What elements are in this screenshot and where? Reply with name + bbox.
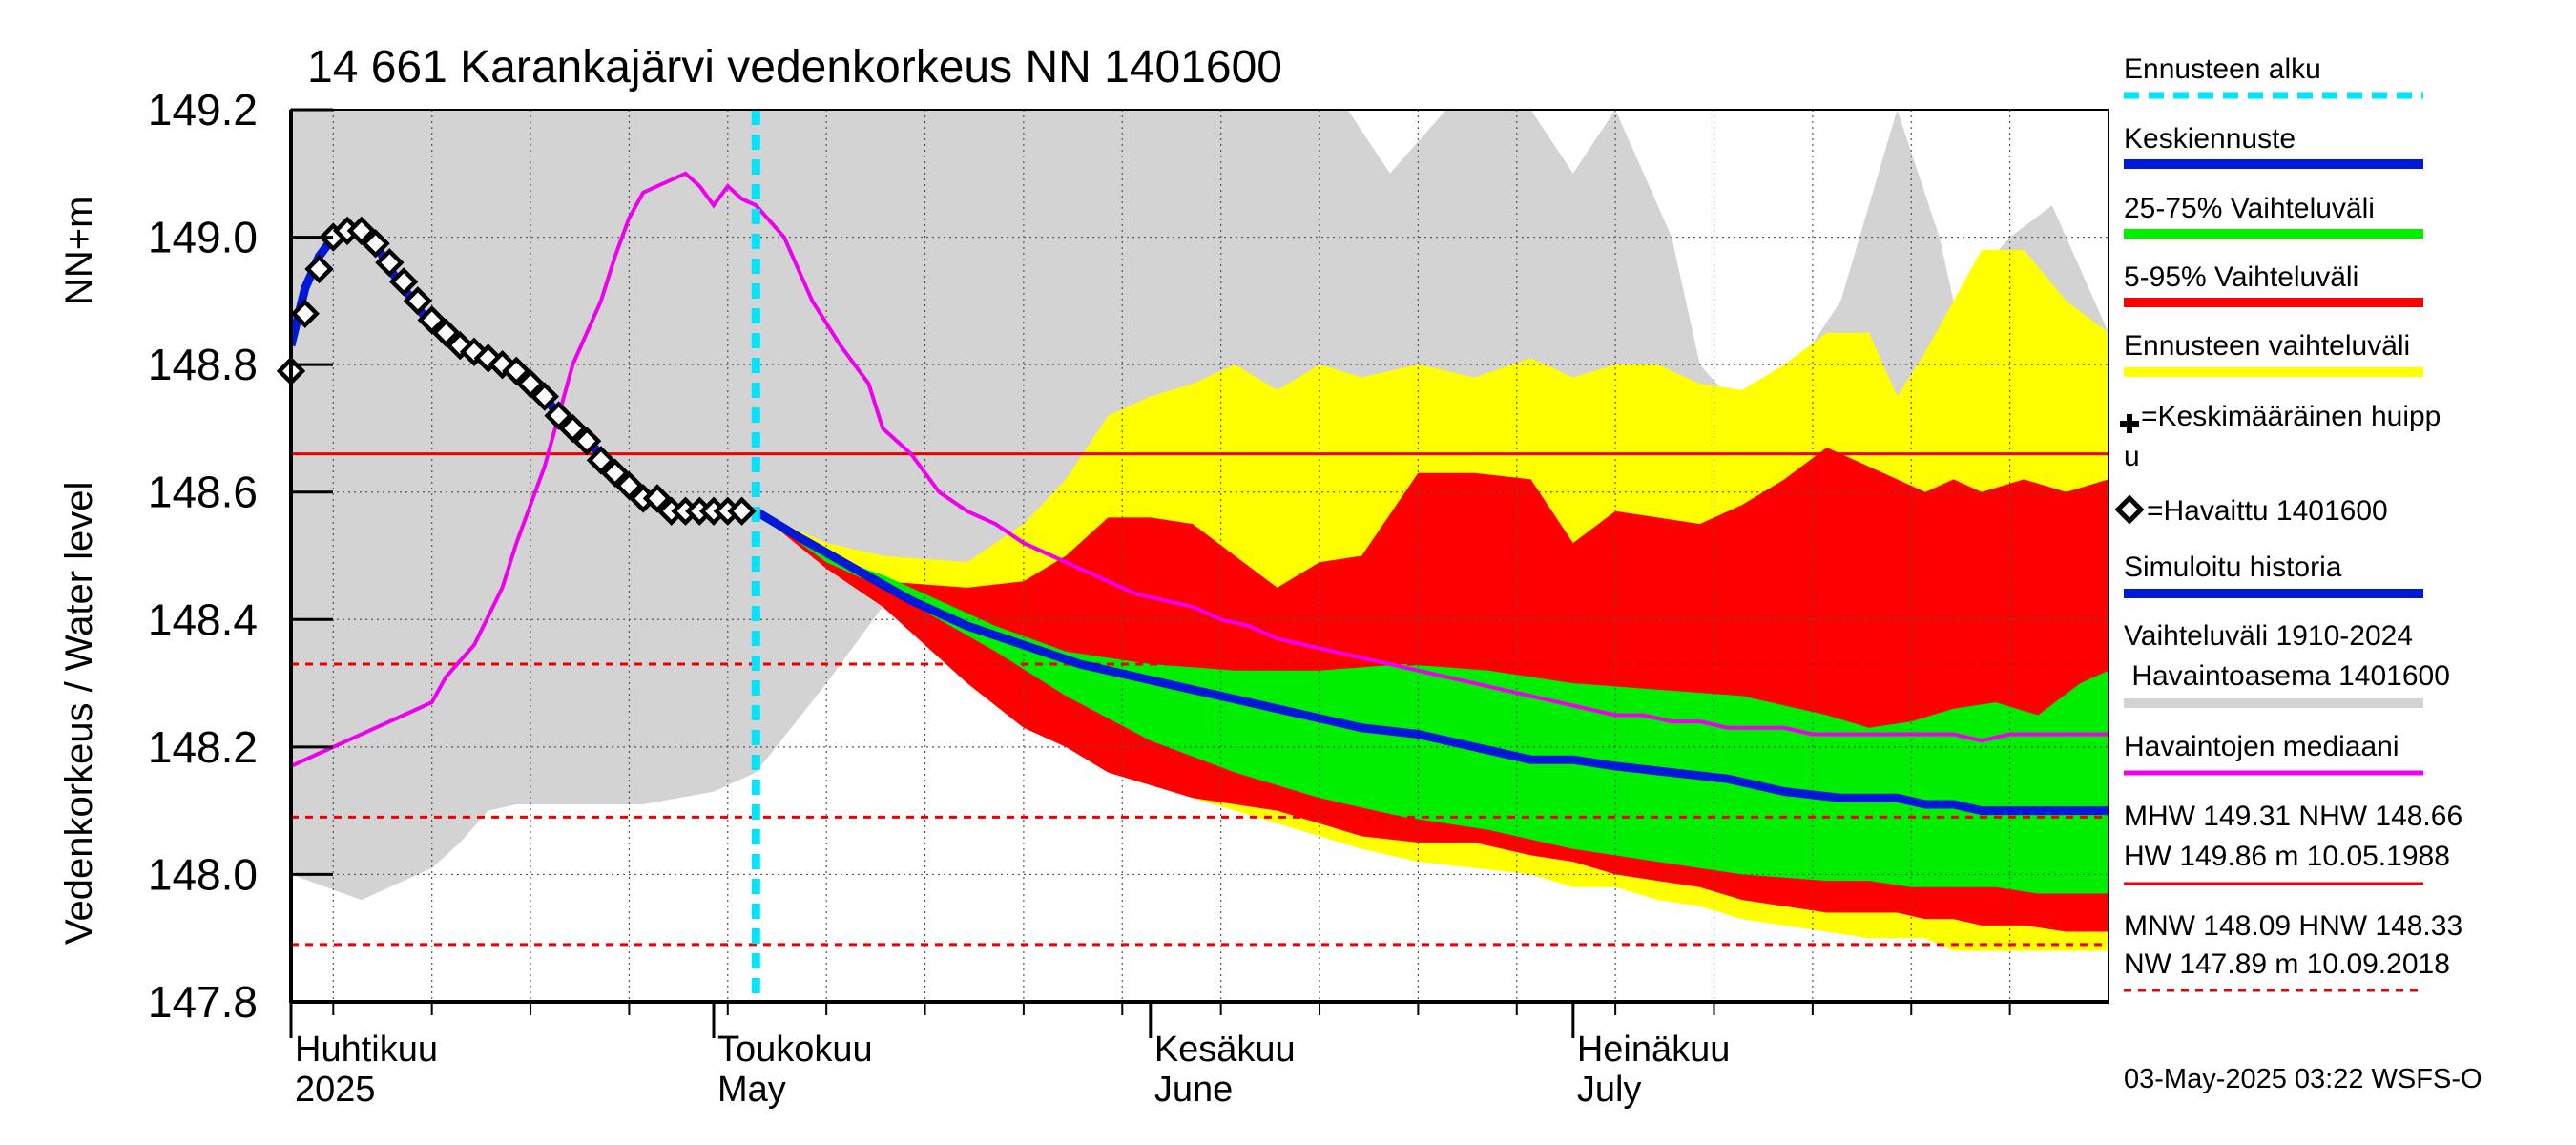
legend-average-peak-label-cont: u: [2124, 441, 2140, 472]
month-label-fi: Toukokuu: [717, 1030, 873, 1070]
month-label-en: May: [717, 1070, 786, 1110]
legend-observed-label: =Havaittu 1401600: [2147, 495, 2388, 527]
observed-point: [361, 229, 390, 259]
legend-historical-range-label: Vaihteluväli 1910-2024: [2124, 620, 2413, 652]
y-tick-label: 148.4: [148, 594, 258, 644]
month-label-fi: Heinäkuu: [1577, 1030, 1731, 1070]
legend-stats-mnw-hnw: MNW 148.09 HNW 148.33: [2124, 910, 2462, 942]
observed-point: [642, 484, 673, 513]
legend-forecast-start-label: Ennusteen alku: [2124, 53, 2321, 85]
plus-icon: [2120, 414, 2139, 433]
legend: Ennusteen alku Keskiennuste 25-75% Vaiht…: [2114, 53, 2462, 992]
legend-range-5-95-label: 5-95% Vaihteluväli: [2124, 261, 2358, 293]
median-line: [291, 171, 2109, 768]
observed-point: [530, 382, 559, 411]
legend-stats-nw: NW 147.89 m 10.09.2018: [2124, 948, 2450, 980]
month-label-en: July: [1577, 1070, 1642, 1110]
observed-point: [431, 318, 461, 347]
legend-historical-station-label: Havaintoasema 1401600: [2124, 660, 2450, 692]
observed-point: [544, 401, 573, 430]
observed-point: [515, 368, 546, 399]
observed-point: [488, 349, 517, 380]
y-tick-label: 148.0: [148, 849, 258, 899]
observed-point: [290, 299, 320, 328]
axes: [289, 109, 2109, 1004]
observed-point: [388, 267, 419, 297]
observed-point: [571, 427, 602, 456]
observed-point: [304, 254, 334, 284]
chart-title: 14 661 Karankajärvi vedenkorkeus NN 1401…: [307, 42, 1282, 93]
observed-point: [417, 305, 447, 335]
observed-point: [586, 446, 616, 475]
legend-forecast-range-label: Ennusteen vaihteluväli: [2124, 330, 2410, 362]
y-axis-unit-label: NN+m: [58, 197, 100, 305]
month-label-fi: Kesäkuu: [1154, 1030, 1296, 1070]
observed-point: [459, 337, 489, 366]
y-tick-label: 149.2: [148, 85, 258, 135]
legend-simulated-label: Simuloitu historia: [2124, 552, 2342, 583]
legend-range-25-75-label: 25-75% Vaihteluväli: [2124, 193, 2375, 224]
observed-point: [403, 286, 433, 316]
y-tick-label: 149.0: [148, 213, 258, 262]
month-label-en: 2025: [295, 1070, 376, 1110]
range-25-75-area: [756, 510, 2109, 894]
month-label-fi: Huhtikuu: [295, 1030, 438, 1070]
observed-point: [614, 470, 644, 501]
observed-markers: [276, 216, 757, 526]
observed-point: [346, 216, 377, 246]
legend-median-label: Havaintojen mediaani: [2124, 731, 2399, 762]
observed-point: [558, 413, 588, 444]
y-tick-label: 148.8: [148, 340, 258, 389]
legend-stats-mhw-nhw: MHW 149.31 NHW 148.66: [2124, 801, 2462, 832]
mean-forecast-line: [753, 507, 2109, 816]
y-tick-label: 148.6: [148, 468, 258, 517]
observed-point: [502, 356, 531, 386]
legend-stats-hw: HW 149.86 m 10.05.1988: [2124, 841, 2450, 872]
y-axis-label: Vedenkorkeus / Water level: [58, 482, 100, 945]
observed-point: [727, 496, 757, 526]
observed-point: [375, 248, 405, 278]
y-tick-label: 148.2: [148, 722, 258, 772]
timestamp-footer: 03-May-2025 03:22 WSFS-O: [2124, 1064, 2483, 1094]
y-tick-labels: 147.8 148.0 148.2 148.4 148.6 148.8 149.0 149.2: [148, 85, 333, 1027]
observed-point: [600, 458, 630, 488]
month-label-en: June: [1154, 1070, 1233, 1110]
legend-average-peak-label: =Keskimääräinen huipp: [2141, 401, 2441, 432]
forecast-bands: [291, 110, 2109, 951]
y-tick-label: 147.8: [148, 977, 258, 1027]
legend-mean-forecast-label: Keskiennuste: [2124, 123, 2296, 155]
diamond-icon: [2114, 494, 2145, 525]
